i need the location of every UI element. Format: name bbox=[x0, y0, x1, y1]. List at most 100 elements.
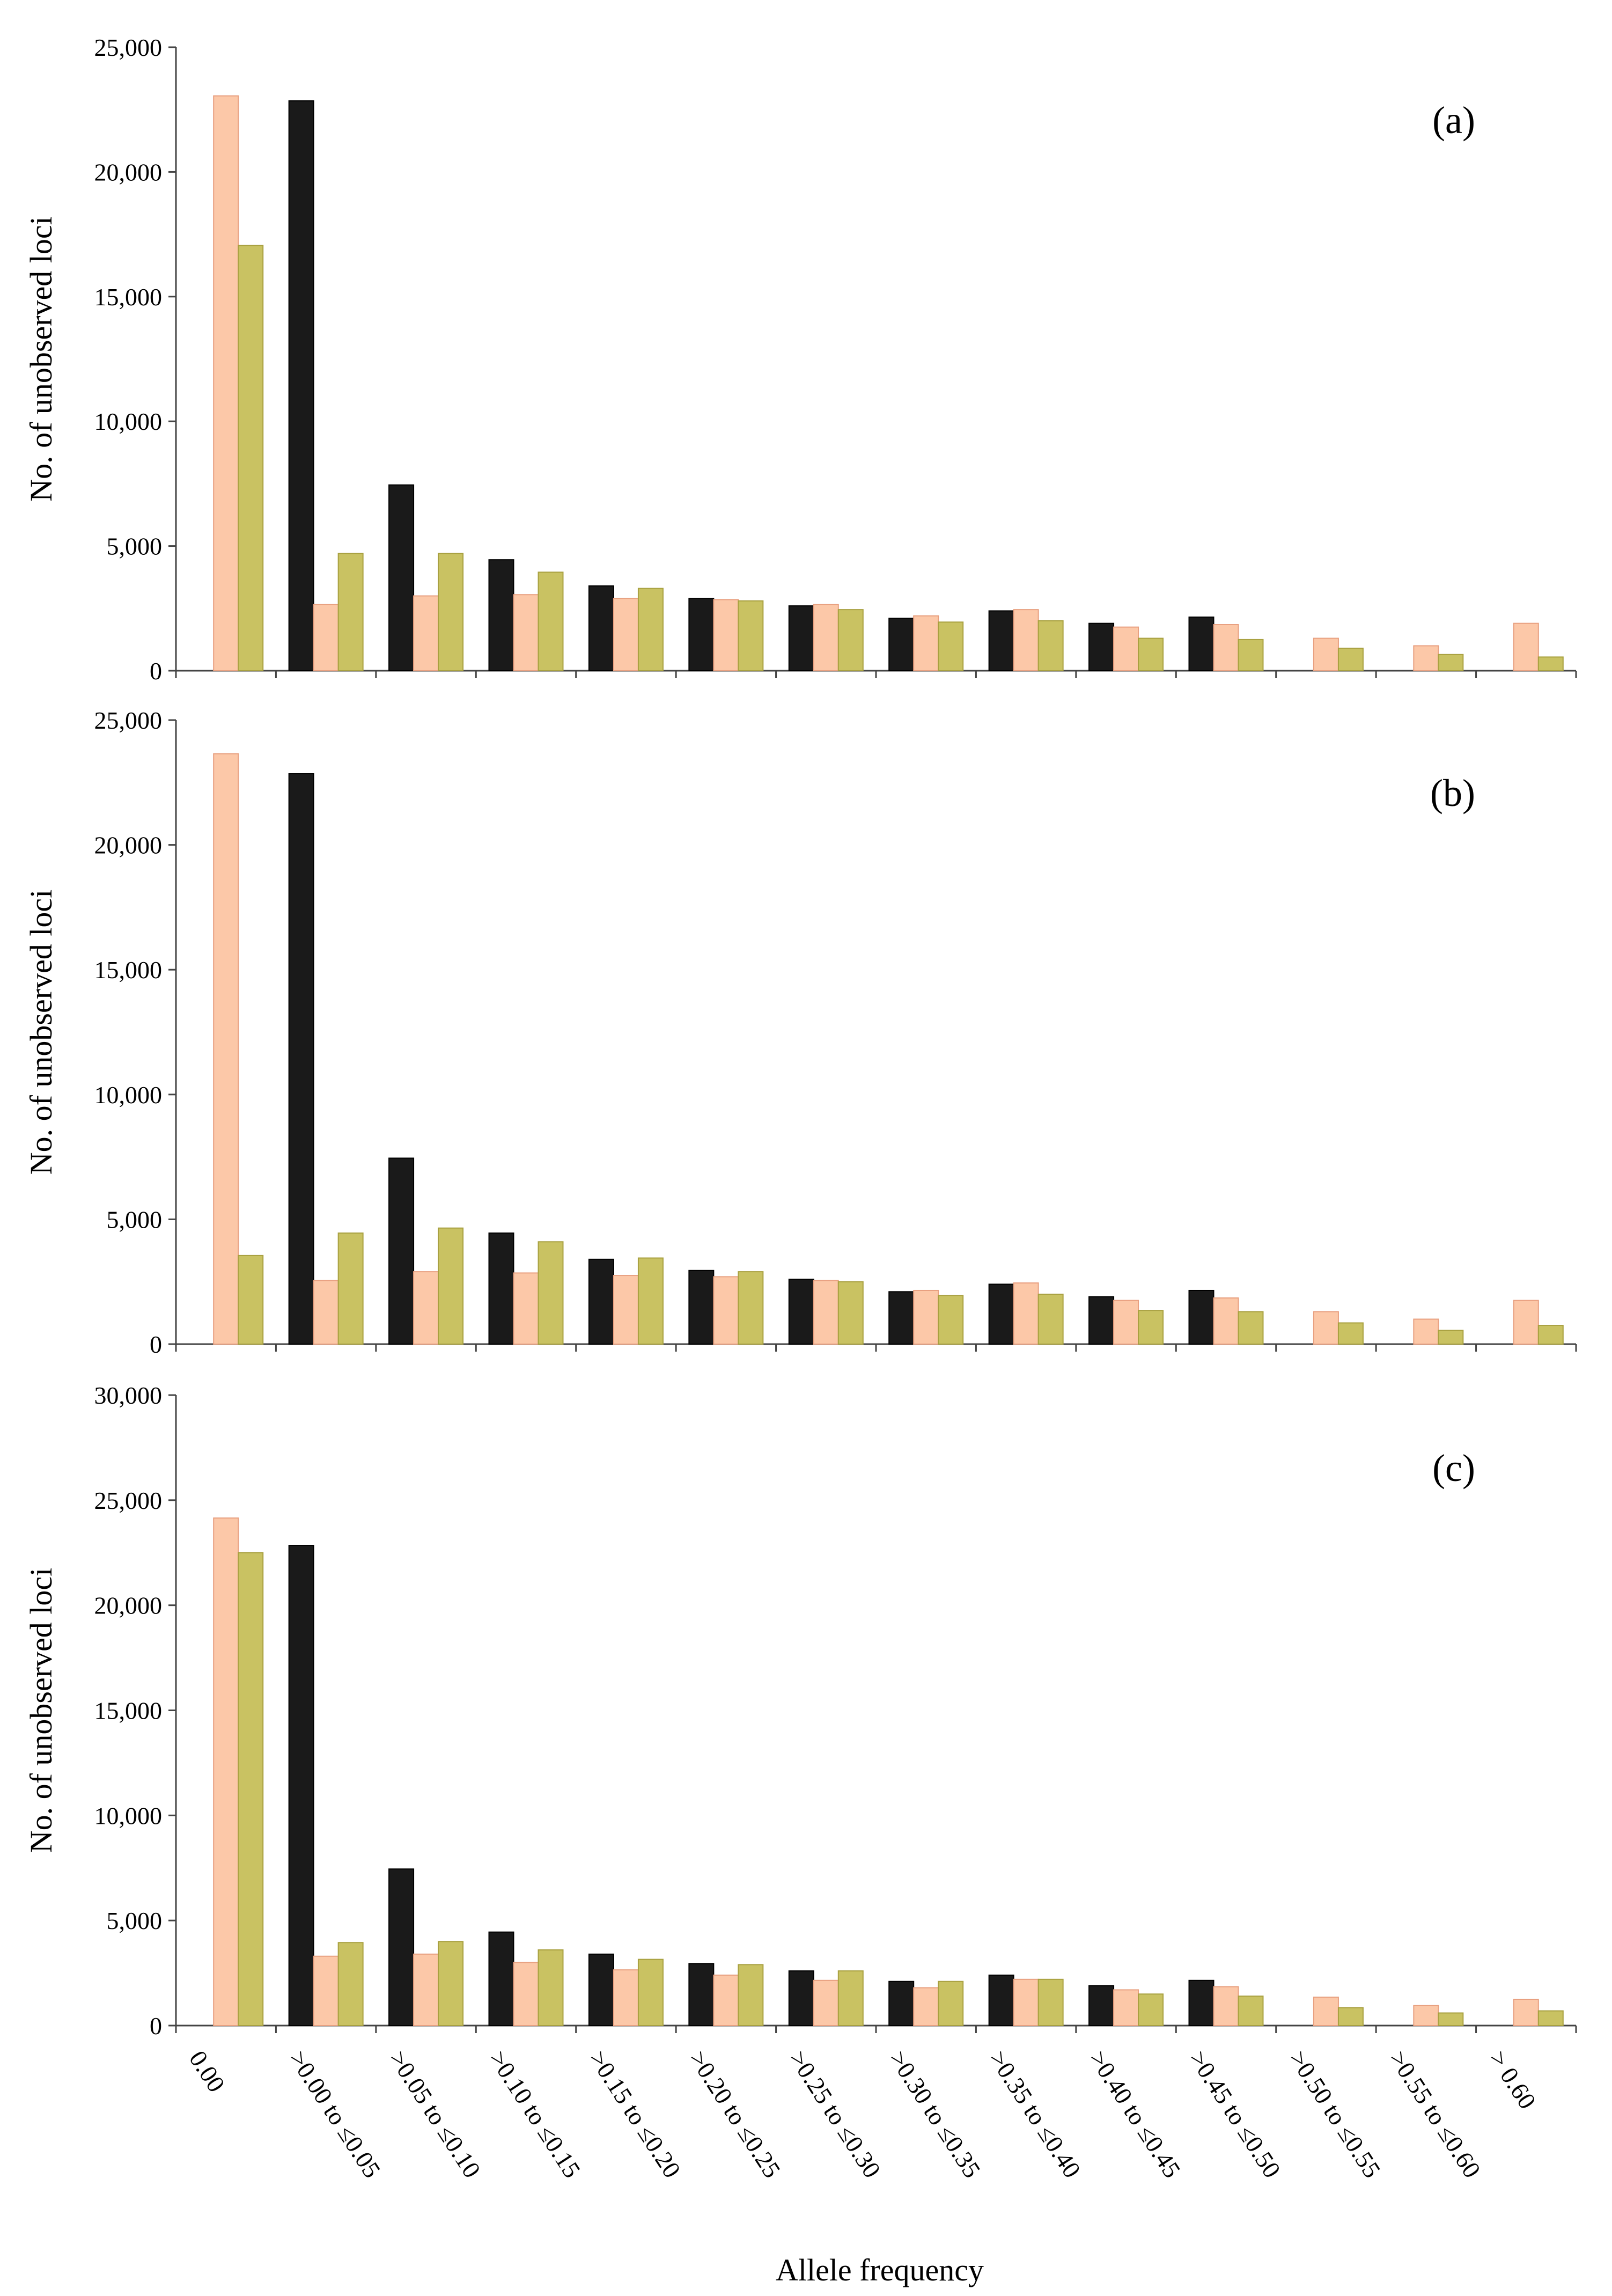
bar-series-3 bbox=[1037, 1293, 1064, 1345]
bar-series-3 bbox=[1238, 1996, 1264, 2027]
bar-series-3 bbox=[1138, 637, 1164, 672]
bar-series-2 bbox=[813, 1280, 839, 1345]
bar-series-1 bbox=[1188, 617, 1214, 671]
bar-series-3 bbox=[337, 1232, 364, 1345]
bar-series-2 bbox=[913, 615, 939, 672]
x-tick-label: >0.25 to ≤0.30 bbox=[784, 2046, 886, 2183]
bar-series-3 bbox=[1537, 2010, 1564, 2026]
bar-series-3 bbox=[1438, 1330, 1464, 1345]
x-tick-label: > 0.60 bbox=[1484, 2046, 1541, 2114]
bar-series-2 bbox=[1013, 1978, 1039, 2026]
x-tick-label: >0.10 to ≤0.15 bbox=[484, 2046, 586, 2183]
x-tick-label: >0.00 to ≤0.05 bbox=[284, 2046, 386, 2183]
x-tick-label: >0.20 to ≤0.25 bbox=[684, 2046, 786, 2183]
bar-series-2 bbox=[713, 1276, 739, 1345]
y-tick-label: 0 bbox=[150, 2012, 162, 2040]
bar-series-2 bbox=[1513, 1300, 1539, 1345]
bar-series-2 bbox=[1113, 1989, 1139, 2027]
bar-series-2 bbox=[313, 1280, 339, 1345]
bar-series-2 bbox=[1513, 1999, 1539, 2027]
y-tick-label: 10,000 bbox=[94, 1802, 163, 1829]
bar-series-3 bbox=[938, 621, 964, 672]
bar-series-2 bbox=[413, 595, 439, 672]
y-tick-label: 15,000 bbox=[94, 1697, 163, 1725]
bar-series-2 bbox=[513, 1272, 539, 1345]
bar-series-1 bbox=[1188, 1289, 1214, 1345]
bar-series-1 bbox=[988, 1283, 1014, 1345]
bar-series-3 bbox=[238, 1552, 264, 2026]
bar-series-3 bbox=[637, 588, 664, 671]
bar-series-3 bbox=[837, 1281, 864, 1345]
y-tick-label: 5,000 bbox=[107, 533, 163, 560]
x-tick-label: >0.05 to ≤0.10 bbox=[384, 2046, 486, 2183]
bar-series-3 bbox=[738, 1964, 764, 2027]
bar-series-2 bbox=[413, 1271, 439, 1345]
bar-series-1 bbox=[688, 1270, 715, 1345]
bar-series-2 bbox=[513, 594, 539, 671]
bar-series-3 bbox=[538, 1241, 564, 1345]
bar-series-3 bbox=[438, 1941, 464, 2026]
bar-series-3 bbox=[238, 1255, 264, 1345]
bar-series-2 bbox=[1313, 637, 1339, 672]
bar-series-3 bbox=[1438, 654, 1464, 671]
bar-series-1 bbox=[588, 1258, 614, 1345]
bar-series-3 bbox=[1037, 1978, 1064, 2026]
bar-series-3 bbox=[337, 1942, 364, 2027]
y-tick-label: 15,000 bbox=[94, 283, 163, 311]
bar-series-3 bbox=[1537, 656, 1564, 672]
y-axis-title: No. of unobserved loci bbox=[24, 890, 58, 1175]
x-tick-label: >0.55 to ≤0.60 bbox=[1384, 2046, 1486, 2183]
bar-series-1 bbox=[388, 1157, 415, 1345]
x-tick-label: 0.00 bbox=[184, 2046, 231, 2097]
panel-tag: (b) bbox=[1430, 772, 1475, 815]
bar-series-1 bbox=[288, 1545, 314, 2027]
bar-series-1 bbox=[1088, 1985, 1115, 2026]
bar-series-3 bbox=[1238, 1311, 1264, 1345]
x-axis-title: Allele frequency bbox=[776, 2253, 984, 2287]
bar-series-1 bbox=[1188, 1979, 1214, 2027]
y-tick-label: 25,000 bbox=[94, 1487, 163, 1514]
bar-series-3 bbox=[837, 609, 864, 672]
bar-series-2 bbox=[413, 1953, 439, 2026]
bar-series-2 bbox=[1213, 1297, 1239, 1345]
bar-series-1 bbox=[788, 1279, 814, 1345]
bar-series-3 bbox=[938, 1980, 964, 2026]
bar-series-3 bbox=[538, 1949, 564, 2026]
x-tick-label: >0.40 to ≤0.45 bbox=[1084, 2046, 1186, 2183]
bar-series-1 bbox=[888, 618, 915, 671]
bar-series-1 bbox=[288, 100, 314, 671]
bar-series-2 bbox=[513, 1962, 539, 2026]
bar-series-2 bbox=[813, 604, 839, 671]
bar-series-2 bbox=[1013, 609, 1039, 672]
bar-series-2 bbox=[1213, 624, 1239, 671]
bar-series-2 bbox=[913, 1987, 939, 2026]
bar-series-2 bbox=[313, 1955, 339, 2026]
x-tick-label: >0.30 to ≤0.35 bbox=[884, 2046, 986, 2183]
bar-series-3 bbox=[1337, 1322, 1364, 1345]
x-tick-label: >0.15 to ≤0.20 bbox=[584, 2046, 686, 2183]
bar-series-1 bbox=[288, 773, 314, 1345]
y-tick-label: 25,000 bbox=[94, 707, 163, 734]
bar-series-3 bbox=[1537, 1325, 1564, 1345]
bar-series-3 bbox=[1337, 2007, 1364, 2026]
bar-series-1 bbox=[1088, 622, 1115, 671]
x-tick-label: >0.50 to ≤0.55 bbox=[1284, 2046, 1386, 2183]
bar-series-2 bbox=[1513, 622, 1539, 671]
bar-series-3 bbox=[738, 1271, 764, 1345]
bar-series-2 bbox=[613, 1275, 639, 1345]
bar-series-1 bbox=[788, 1970, 814, 2027]
bar-series-2 bbox=[213, 1517, 239, 2026]
bar-series-3 bbox=[637, 1257, 664, 1345]
bar-series-2 bbox=[1413, 1318, 1439, 1345]
y-tick-label: 30,000 bbox=[94, 1382, 163, 1409]
bar-series-3 bbox=[238, 245, 264, 671]
bar-series-2 bbox=[213, 753, 239, 1345]
bar-series-3 bbox=[1438, 2012, 1464, 2026]
bar-series-1 bbox=[588, 1953, 614, 2026]
bar-series-1 bbox=[388, 1868, 415, 2026]
bar-series-1 bbox=[1088, 1296, 1115, 1345]
y-axis-title: No. of unobserved loci bbox=[24, 1568, 58, 1853]
bar-series-2 bbox=[1013, 1282, 1039, 1345]
bar-series-3 bbox=[837, 1970, 864, 2027]
bar-series-2 bbox=[1313, 1311, 1339, 1345]
